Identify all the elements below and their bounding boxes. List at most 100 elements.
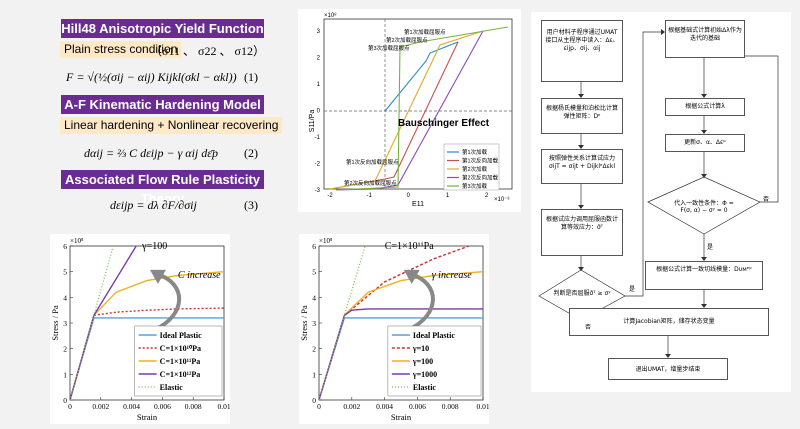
hysteresis-legend-entry: 第2次加载 xyxy=(462,165,488,173)
curve-first-loading xyxy=(384,41,459,112)
y-tick-label: 0 xyxy=(63,396,67,405)
chart-c-variation-panel: 0 0.002 0.004 0.006 0.008 0.01 0 1 2 3 4 5 6 ×10⁸ Stra… xyxy=(50,234,231,424)
fc-no-label-1: 否 xyxy=(585,324,592,331)
fc-equivalent-stress: 根据试应力调用屈服函数计算等效应力：σ̄ᵀ xyxy=(541,209,623,256)
ann-second-yield: 第2次加载屈服点 xyxy=(386,36,428,44)
y-tick-label: 3 xyxy=(63,319,67,328)
x-tick-label: 0.004 xyxy=(123,402,140,411)
legend-entry: Ideal Plastic xyxy=(160,331,202,340)
legend-entry: γ=1000 xyxy=(412,370,437,379)
fc-consistency-check: 代入一致性条件：Φ = F(σ, α) − σʸ = 0 xyxy=(674,200,734,214)
eq-number-2: (2) xyxy=(244,146,258,160)
y-tick-label: 1 xyxy=(312,370,316,379)
legend-entry: C=1×10¹¹Pa xyxy=(160,357,201,366)
fc-tangent-modulus: 根据公式计算一致切线模量：Dᴜᴍᵉᵖ xyxy=(645,261,763,290)
legend-entry: γ=100 xyxy=(412,357,433,366)
legend-entry: γ=10 xyxy=(412,344,429,353)
chart-gamma-variation-panel: 0 0.002 0.004 0.006 0.008 0.01 0 1 2 3 4 5 6 ×10⁸ Stra… xyxy=(299,234,490,424)
af-formula: dαij = ⅔ C dεijp − γ αij dε̄p xyxy=(84,146,218,160)
flow-rule-formula: dεijp = dλ ∂F/∂σij xyxy=(110,198,197,212)
hysteresis-xtick: 2 xyxy=(485,193,489,199)
hysteresis-ytick: 2 xyxy=(317,56,321,62)
y-tick-label: 5 xyxy=(312,268,316,277)
hysteresis-ytick: 3 xyxy=(317,29,321,35)
x-tick-label: 0.002 xyxy=(343,402,360,411)
x-tick-label: 0.006 xyxy=(409,402,426,411)
stress-components: （σ11 、 σ22 、 σ12） xyxy=(150,44,265,58)
af-header: A-F Kinematic Hardening Model xyxy=(61,95,264,114)
x-tick-label: 0.006 xyxy=(154,402,171,411)
fc-initial-dlambda: 根据基础式计算初始Δλ作为迭代的基础 xyxy=(665,20,745,58)
hysteresis-xlabel: E11 xyxy=(412,201,424,208)
x-tick-label: 0 xyxy=(317,402,321,411)
hysteresis-ytick: -2 xyxy=(315,162,321,168)
yield-check-diamond-shape xyxy=(538,269,626,321)
consistency-diamond-shape xyxy=(647,176,761,235)
fc-jacobian: 计算Jacobian矩阵，储存状态变量 xyxy=(569,308,769,336)
hill48-header: Hill48 Anisotropic Yield Function xyxy=(61,19,264,38)
flow-rule-header: Associated Flow Rule Plasticity Theory xyxy=(61,170,264,206)
legend-entry: Elastic xyxy=(413,383,437,392)
fc-yes-label-1: 是 xyxy=(629,286,636,293)
hysteresis-panel: ×10⁸ S11/Pa E11 ×10⁻³ -2 -1 0 1 2 3 2 1 0 -1 -2 -3 … xyxy=(298,9,521,212)
ann-third-yield: 第3次加载屈服点 xyxy=(368,44,410,52)
y-tick-label: 3 xyxy=(312,319,316,328)
y-exponent-label: ×10⁸ xyxy=(70,237,84,245)
x-tick-label: 0.008 xyxy=(185,402,202,411)
series-line xyxy=(70,246,114,400)
legend-entry: C=1×10¹²Pa xyxy=(160,370,201,379)
hysteresis-y-exponent: ×10⁸ xyxy=(324,12,337,19)
hysteresis-legend-entry: 第1次加载 xyxy=(462,148,488,156)
y-tick-label: 1 xyxy=(63,370,67,379)
y-tick-label: 6 xyxy=(312,242,316,251)
x-tick-label: 0.002 xyxy=(92,402,109,411)
y-exponent-label: ×10⁸ xyxy=(319,237,333,245)
fc-yield-check: 判断是否屈服σ̄ᵀ ≥ σʸ xyxy=(553,290,611,297)
chart-title: C=1×10¹¹Pa xyxy=(385,241,435,252)
curve-second-loading xyxy=(329,30,484,190)
legend-entry: C=1×10¹⁰Pa xyxy=(160,344,201,353)
legend-entry: Ideal Plastic xyxy=(413,331,455,340)
x-tick-label: 0 xyxy=(68,402,72,411)
series-line xyxy=(319,308,483,400)
chart-c-variation: 0 0.002 0.004 0.006 0.008 0.01 0 1 2 3 4 5 6×10⁸ Stra… xyxy=(50,237,231,422)
plain-stress-label: Plain stress condition xyxy=(60,41,182,58)
curve-third-loading xyxy=(335,26,509,191)
hysteresis-ytick: 1 xyxy=(317,82,321,88)
y-tick-label: 2 xyxy=(63,345,67,354)
hysteresis-ylabel: S11/Pa xyxy=(309,110,316,133)
fc-update-state: 更新σ、α、Δεᵖ xyxy=(665,134,745,152)
hysteresis-legend-entry: 第2次反向加载 xyxy=(462,174,499,182)
series-line xyxy=(70,246,138,400)
hysteresis-ytick: 0 xyxy=(317,109,321,115)
ann-first-reverse-yield: 第1次反向加载屈服点 xyxy=(346,158,399,166)
x-tick-label: 0.01 xyxy=(217,402,230,411)
increase-arrowhead xyxy=(403,269,420,284)
fc-yes-label-2: 是 xyxy=(707,244,714,251)
y-tick-label: 6 xyxy=(63,242,67,251)
x-axis-label: Strain xyxy=(137,412,158,422)
x-tick-label: 0.01 xyxy=(476,402,489,411)
y-tick-label: 4 xyxy=(63,293,67,302)
eq-number-3: (3) xyxy=(244,198,258,212)
hill48-formula: F = √(½(σij − αij) Kijkl(σkl − αkl)) xyxy=(66,70,237,84)
hysteresis-xtick: -1 xyxy=(366,193,372,199)
y-tick-label: 0 xyxy=(312,396,316,405)
hysteresis-plot: ×10⁸ S11/Pa E11 ×10⁻³ -2 -1 0 1 23210-1-2-3 … xyxy=(309,12,513,208)
chart-gamma-variation: 0 0.002 0.004 0.006 0.008 0.01 0 1 2 3 4 5 6×10⁸ Stra… xyxy=(299,237,490,422)
hysteresis-legend-entry: 第3次加载 xyxy=(462,182,488,190)
fc-exit-umat: 退出UMAT，增量步结束 xyxy=(608,358,728,380)
y-tick-label: 4 xyxy=(312,293,316,302)
increase-annotation: C increase xyxy=(178,270,221,281)
hysteresis-xtick: 0 xyxy=(407,193,411,199)
chart-title: γ=100 xyxy=(141,241,167,252)
flowchart-connectors xyxy=(538,29,779,358)
y-axis-label: Stress / Pa xyxy=(50,305,60,341)
y-tick-label: 5 xyxy=(63,268,67,277)
af-condition-label: Linear hardening + Nonlinear recovering xyxy=(60,117,283,134)
x-tick-label: 0.008 xyxy=(442,402,459,411)
eq-number-1: (1) xyxy=(244,70,258,84)
increase-arrowhead xyxy=(149,269,166,284)
series-line xyxy=(319,246,472,400)
flowchart-panel: 用户材料子程序通过UMAT接口从主程序中读入：Δε、εijp、σij、αij 根… xyxy=(531,12,791,392)
